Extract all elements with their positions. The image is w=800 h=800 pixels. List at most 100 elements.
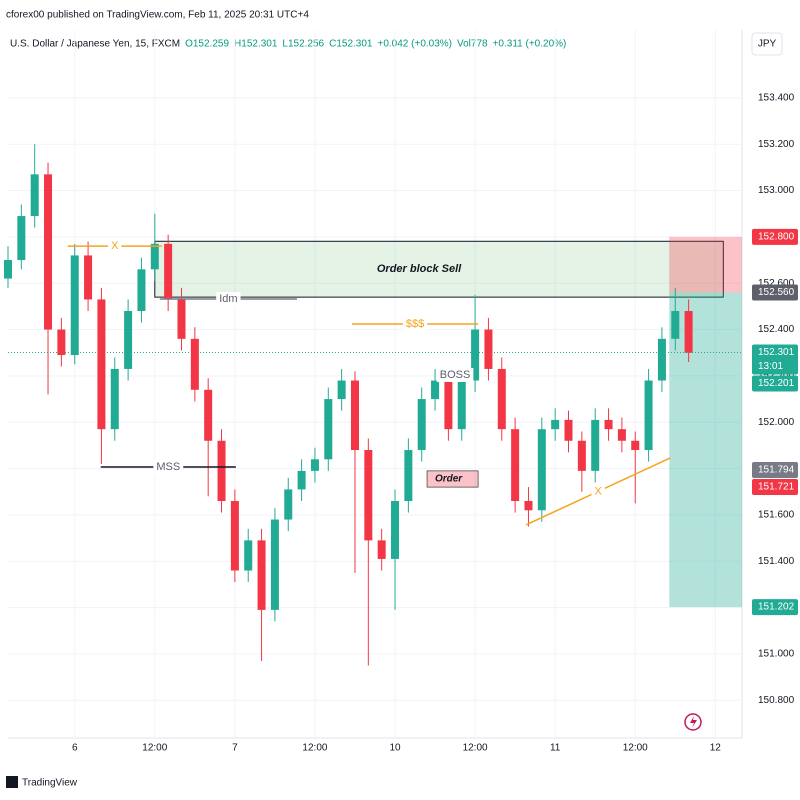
candle-body [431,380,440,400]
candle-body [617,429,626,441]
y-tick-label: 152.400 [758,324,795,335]
annotation-label: X [595,485,603,497]
stop-zone [669,236,742,293]
ohlc-legend: O152.259 H152.301 L152.256 C152.301 +0.042 (… [185,39,566,50]
x-tick-label: 12:00 [623,743,648,754]
candle-body [124,311,133,369]
x-tick-label: 12:00 [302,743,327,754]
candle-body [564,419,573,441]
price-tag [752,284,798,301]
order-label: Order [435,474,463,485]
price-tag-countdown: 13:01 [758,361,783,372]
legend-value: +0.042 (+0.03%) [378,39,453,50]
annotation-label: $$$ [406,318,424,330]
candle-body [350,380,359,451]
x-tick-label: 11 [550,743,561,754]
candle-body [297,470,306,490]
annotation-label-bg [216,291,241,306]
y-tick-label: 151.600 [758,510,795,521]
y-tick-label: 153.400 [758,93,795,104]
price-tag-label: 151.202 [758,602,795,613]
annotation-label-bg [436,367,474,382]
legend-value: H152.301 [234,39,278,50]
candle-body [270,519,279,610]
legend-value: Vol778 [457,39,488,50]
candle-body [671,311,680,339]
y-tick-label: 151.400 [758,556,795,567]
y-tick-label: 152.600 [758,278,795,289]
order-block-label: Order block Sell [377,263,462,275]
candle-body [644,380,653,451]
candle-body [364,450,373,541]
candle-body [657,338,666,381]
legend-value: O152.259 [185,39,229,50]
candle-body [3,260,13,279]
x-tick-label: 10 [389,743,401,754]
candle-body [524,500,533,511]
y-tick-label: 153.000 [758,185,795,196]
candle-body [471,329,480,381]
candle-body [684,311,693,353]
candle-body [631,440,640,451]
candle-body [310,459,319,471]
axes: 150.800151.000151.200151.400151.600151.8… [72,93,798,754]
price-tag [752,599,798,616]
candle-body [537,429,546,511]
order-block-zone [154,240,724,298]
annotation-label: X [111,240,119,252]
candle-body [17,216,26,261]
y-tick-label: 150.800 [758,695,795,706]
candle-body [337,380,346,400]
y-tick-label: 152.000 [758,417,795,428]
candle-body [444,380,453,430]
y-tick-label: 153.200 [758,139,795,150]
price-tag [752,228,798,245]
candle-body [591,419,600,471]
candle-body [244,540,253,571]
candle-body [511,429,520,501]
candle-body [217,440,226,501]
candle-body [177,299,186,339]
candle-body [391,500,400,559]
candle-body [84,255,93,300]
y-tick-label: 151.000 [758,649,795,660]
currency-box[interactable] [751,32,783,56]
candle-body [57,329,66,356]
annotation-label-bg [591,484,605,499]
x-tick-label: 6 [72,743,78,754]
alert-icon[interactable] [684,713,702,731]
candle-body [164,243,173,300]
candle-body [551,419,560,430]
price-tag-label: 152.301 [758,347,795,358]
annotation-label-bg [402,316,428,331]
candle-body [70,255,79,356]
price-tag [752,478,798,495]
plot: Order block Sell Order X Idm MSS $$$ BOSS X [3,30,742,738]
x-tick-label: 12:00 [463,743,488,754]
candle-body [190,338,199,390]
candle-body [257,540,266,610]
order-box [426,470,479,488]
candle-body [577,440,586,471]
price-tag-label: 151.794 [758,465,795,476]
annotation-label: Idm [219,293,237,305]
candle-body [377,540,386,559]
candle-body [404,450,413,501]
annotation-label-bg [153,459,184,474]
candle-body [137,269,146,312]
candle-body [230,500,239,571]
candle-body [324,399,333,460]
candle-body [497,368,506,430]
brand: TradingView [22,778,78,789]
price-tag-label: 152.800 [758,232,795,243]
alert-bolt [690,716,697,728]
candle-body [204,389,213,441]
currency: JPY [758,39,777,50]
brand-logo [6,776,18,788]
candle-body [484,329,493,369]
price-tag [752,375,798,392]
x-tick-label: 12:00 [142,743,167,754]
annotation-label-bg [108,239,122,254]
price-tag-label: 152.201 [758,378,795,389]
